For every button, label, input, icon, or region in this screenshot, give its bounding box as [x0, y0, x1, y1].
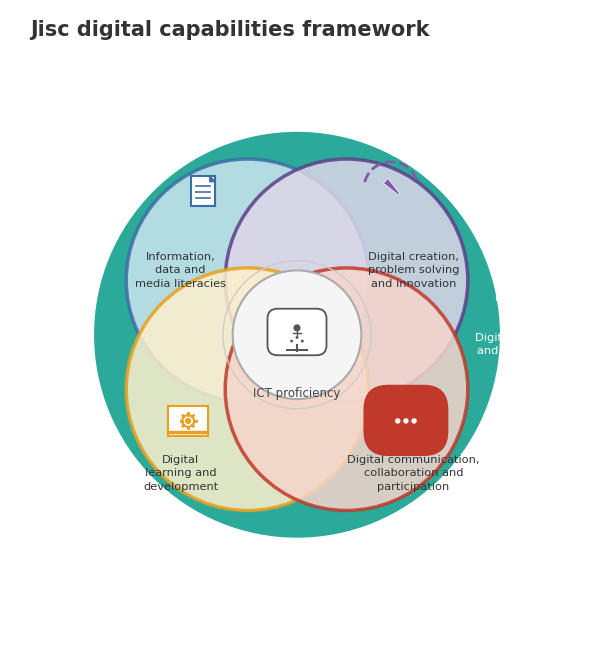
Polygon shape: [383, 179, 400, 195]
Circle shape: [233, 270, 361, 399]
Circle shape: [186, 419, 191, 423]
FancyBboxPatch shape: [191, 176, 215, 206]
Text: ICT proficiency: ICT proficiency: [253, 387, 341, 400]
Circle shape: [296, 336, 298, 339]
FancyBboxPatch shape: [169, 431, 207, 434]
Circle shape: [301, 340, 304, 343]
Circle shape: [403, 418, 409, 424]
Text: Digital creation,
problem solving
and innovation: Digital creation, problem solving and in…: [368, 252, 459, 289]
Polygon shape: [392, 432, 409, 438]
Text: Digital communication,
collaboration and
participation: Digital communication, collaboration and…: [347, 455, 479, 491]
Circle shape: [395, 418, 400, 424]
FancyBboxPatch shape: [267, 309, 327, 356]
FancyBboxPatch shape: [286, 349, 308, 352]
Text: Jisc digital capabilities framework: Jisc digital capabilities framework: [30, 20, 429, 40]
Text: Digital
learning and
development: Digital learning and development: [143, 455, 219, 491]
Circle shape: [126, 268, 369, 510]
Circle shape: [290, 340, 293, 343]
FancyBboxPatch shape: [364, 385, 448, 456]
Polygon shape: [210, 176, 215, 181]
Circle shape: [225, 159, 468, 402]
Circle shape: [94, 132, 500, 538]
Circle shape: [126, 159, 369, 402]
Circle shape: [411, 418, 417, 424]
FancyBboxPatch shape: [168, 406, 208, 436]
Circle shape: [225, 268, 468, 510]
Text: Digital identity
and wellbeing: Digital identity and wellbeing: [475, 333, 560, 356]
Text: Information,
data and
media literacies: Information, data and media literacies: [135, 252, 226, 289]
Circle shape: [293, 324, 301, 332]
